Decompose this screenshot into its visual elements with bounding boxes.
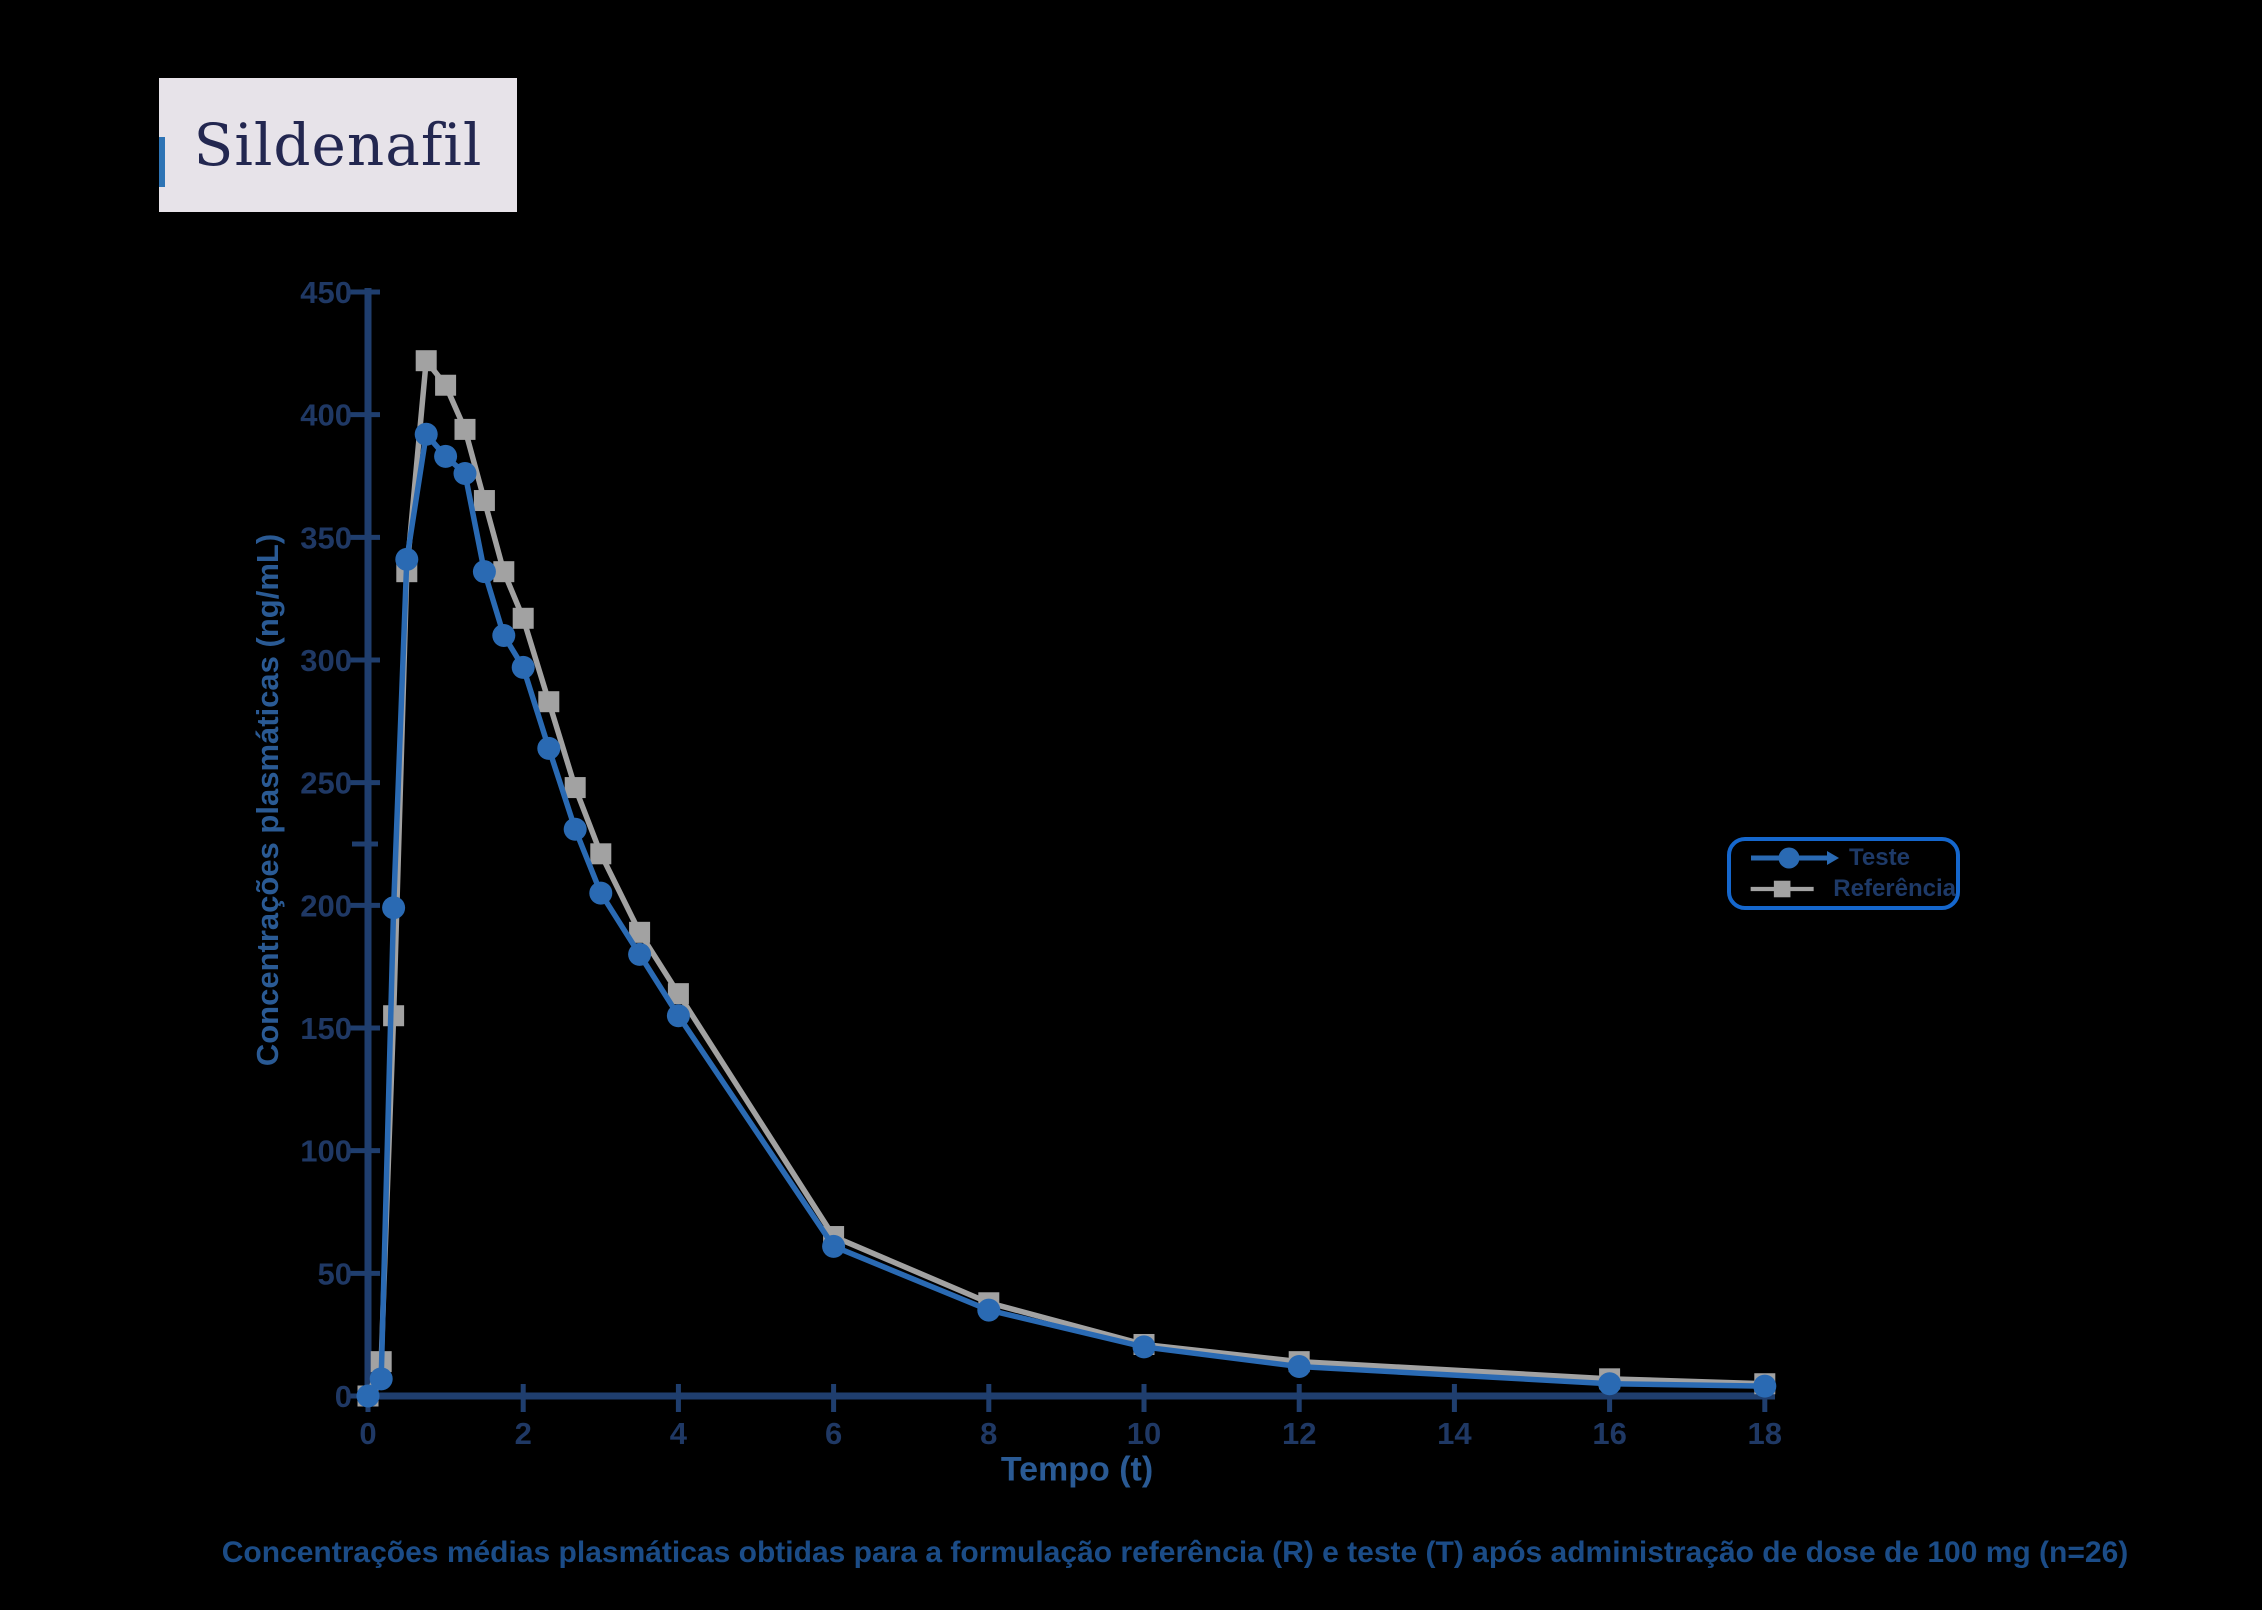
marker-circle-teste (472, 560, 496, 584)
x-tick-label: 16 (1592, 1416, 1626, 1451)
marker-circle-teste (537, 736, 561, 760)
marker-square-referência (629, 921, 651, 943)
marker-square-referência (435, 374, 457, 396)
marker-circle-teste (563, 817, 587, 841)
marker-circle-teste (1753, 1374, 1777, 1398)
marker-square-referência (415, 350, 437, 372)
legend-arrow-icon (1827, 851, 1839, 866)
marker-circle-teste (822, 1234, 846, 1258)
marker-circle-teste (1598, 1372, 1622, 1396)
marker-circle-teste (434, 444, 458, 468)
marker-square-referência (667, 983, 689, 1005)
legend-label-teste: Teste (1849, 844, 1910, 872)
marker-square-referência (512, 607, 534, 629)
title-accent-bar (159, 137, 165, 187)
marker-circle-teste (666, 1004, 690, 1028)
figure-caption: Concentrações médias plasmáticas obtidas… (221, 1536, 2129, 1569)
x-tick-label: 4 (670, 1416, 688, 1451)
legend-label-referencia: Referência (1833, 874, 1956, 902)
y-tick-label: 0 (335, 1379, 352, 1414)
marker-square-referência (538, 691, 560, 713)
y-tick-label: 50 (318, 1256, 352, 1291)
x-tick-label: 18 (1748, 1416, 1782, 1451)
y-tick-label: 200 (300, 888, 352, 923)
x-tick-label: 12 (1282, 1416, 1316, 1451)
marker-circle-teste (369, 1367, 393, 1391)
legend-box: Teste Referência (1727, 837, 1960, 910)
y-tick-label: 450 (300, 275, 352, 310)
y-axis-label: Concentrações plasmáticas (ng/mL) (250, 533, 285, 1067)
y-tick-label: 150 (300, 1011, 352, 1046)
x-tick-label: 8 (980, 1416, 997, 1451)
legend-sample-teste-line-circle (1751, 847, 1839, 869)
marker-circle-teste (453, 462, 477, 486)
marker-circle-teste (511, 655, 535, 679)
marker-circle-teste (356, 1384, 380, 1408)
legend-circle-marker-icon (1778, 847, 1800, 869)
y-tick-label: 100 (300, 1134, 352, 1169)
x-tick-label: 14 (1437, 1416, 1472, 1451)
marker-circle-teste (628, 942, 652, 966)
chart-title: Sildenafil (193, 111, 483, 179)
x-axis-label: Tempo (t) (1000, 1450, 1154, 1489)
legend-sample-referencia-line-square (1750, 880, 1814, 897)
marker-circle-teste (414, 422, 438, 446)
y-tick-label: 300 (300, 643, 352, 678)
marker-square-referência (454, 418, 476, 440)
marker-square-referência (590, 843, 612, 865)
legend-item-referencia: Referência (1749, 874, 1956, 904)
marker-circle-teste (492, 623, 516, 647)
y-tick-label: 400 (300, 398, 352, 433)
x-tick-label: 6 (825, 1416, 842, 1451)
title-box: Sildenafil (159, 78, 517, 212)
x-tick-label: 0 (359, 1416, 376, 1451)
marker-square-referência (493, 561, 515, 583)
marker-circle-teste (977, 1298, 1001, 1322)
marker-circle-teste (1132, 1335, 1156, 1359)
legend-item-teste: Teste (1749, 843, 1956, 873)
x-tick-label: 2 (515, 1416, 532, 1451)
series-line-teste (365, 431, 1768, 1399)
legend-square-marker-icon (1773, 880, 1791, 897)
series-line-referência (365, 357, 1768, 1399)
marker-circle-teste (589, 881, 613, 905)
y-tick-label: 350 (300, 520, 352, 555)
y-tick-label: 250 (300, 766, 352, 801)
marker-circle-teste (382, 896, 406, 920)
x-tick-label: 10 (1127, 1416, 1161, 1451)
marker-circle-teste (1287, 1355, 1311, 1379)
marker-square-referência (473, 490, 495, 512)
marker-circle-teste (395, 547, 419, 571)
marker-square-referência (564, 777, 586, 799)
